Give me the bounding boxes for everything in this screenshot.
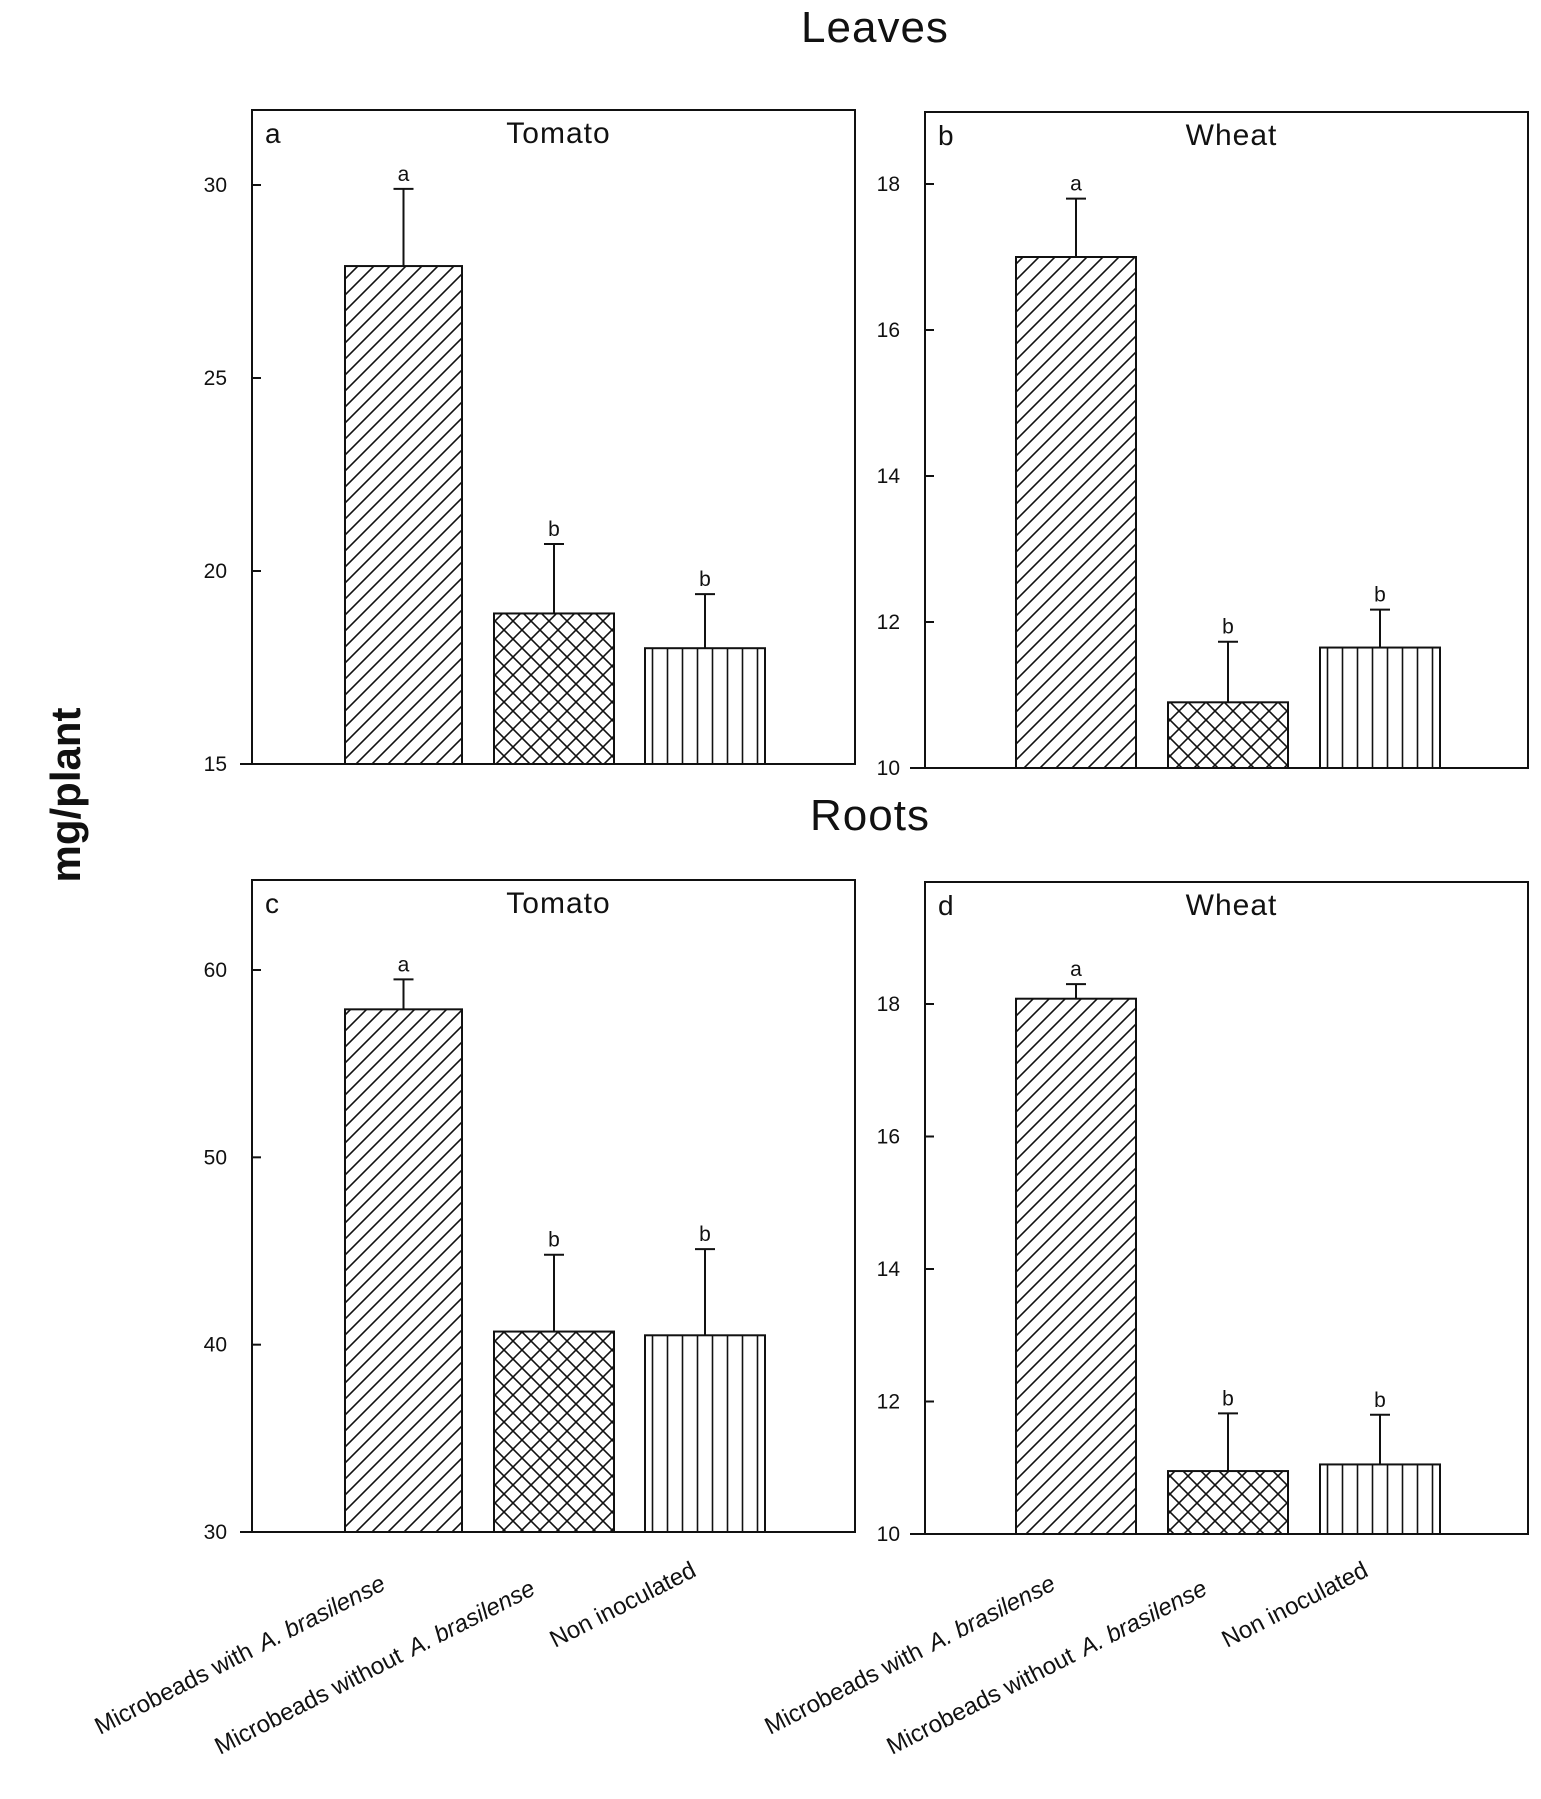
category-label-without: Microbeads withoutA. brasilense [882, 1575, 1211, 1760]
y-tick-label: 16 [877, 1126, 900, 1149]
roots-row-title: Roots [810, 791, 930, 840]
y-tick-label: 30 [204, 1521, 227, 1544]
panel-title: Tomato [506, 887, 610, 920]
panel-letter: c [265, 888, 279, 919]
panel-letter: b [938, 120, 954, 151]
panel-letter: a [265, 118, 281, 149]
y-tick-label: 12 [877, 611, 900, 634]
category-label-with-part2: A. brasilense [252, 1570, 390, 1658]
bar [344, 1008, 463, 1533]
y-tick-label: 18 [877, 173, 900, 196]
category-label-non: Non inoculated [1217, 1557, 1372, 1654]
category-label-with-part2: A. brasilense [922, 1570, 1060, 1658]
category-label-with-part1: Microbeads with [760, 1638, 927, 1741]
y-tick-label: 14 [877, 465, 901, 488]
category-labels-right: Microbeads withA. brasilense Microbeads … [760, 1557, 1372, 1761]
y-tick-label: 18 [877, 993, 900, 1016]
significance-label: a [398, 163, 410, 186]
y-tick-label: 15 [204, 753, 227, 776]
panel-c-tomato-roots: c Tomato 30 40 50 60 a b b [204, 879, 856, 1544]
panel-letter: d [938, 890, 954, 921]
significance-label: b [548, 518, 560, 541]
significance-label: b [1374, 584, 1386, 607]
y-tick-label: 60 [204, 959, 227, 982]
panel-a-tomato-leaves: a Tomato 15 20 25 30 a b b [204, 109, 856, 776]
panel-title: Wheat [1186, 119, 1278, 152]
y-tick-label: 40 [204, 1334, 227, 1357]
panel-title: Wheat [1186, 889, 1278, 922]
panel-d-wheat-roots: d Wheat 10 12 14 16 18 a b b [877, 881, 1529, 1546]
bar [1319, 646, 1441, 769]
bar [1015, 997, 1137, 1535]
y-tick-label: 14 [877, 1258, 901, 1281]
panel-title: Tomato [506, 117, 610, 150]
significance-label: a [1070, 958, 1082, 981]
category-labels-left: Microbeads withA. brasilense Microbeads … [90, 1557, 700, 1761]
bar [1319, 1463, 1441, 1535]
y-axis-label: mg/plant [42, 707, 89, 882]
y-tick-label: 16 [877, 319, 900, 342]
panel-b-wheat-leaves: b Wheat 10 12 14 16 18 a b b [877, 111, 1529, 780]
bar [1167, 701, 1289, 769]
y-tick-label: 20 [204, 560, 227, 583]
y-tick-label: 10 [877, 757, 900, 780]
y-tick-label: 10 [877, 1523, 900, 1546]
category-label-non: Non inoculated [545, 1557, 700, 1654]
significance-label: a [398, 953, 410, 976]
bar [644, 1334, 766, 1534]
significance-label: b [699, 568, 711, 591]
significance-label: b [1374, 1389, 1386, 1412]
bar [493, 612, 615, 766]
bar [344, 265, 463, 765]
category-label-without-part2: A. brasilense [402, 1575, 540, 1663]
leaves-row-title: Leaves [801, 3, 949, 52]
category-label-with: Microbeads withA. brasilense [90, 1570, 389, 1740]
category-label-without: Microbeads withoutA. brasilense [210, 1575, 539, 1760]
y-tick-label: 12 [877, 1391, 900, 1414]
y-tick-label: 30 [204, 174, 227, 197]
y-tick-label: 50 [204, 1146, 227, 1169]
bar [1167, 1470, 1289, 1535]
bar [644, 647, 766, 766]
significance-label: a [1070, 173, 1082, 196]
y-tick-label: 25 [204, 367, 227, 390]
bar [1015, 256, 1137, 769]
category-label-without-part2: A. brasilense [1074, 1575, 1212, 1663]
category-label-with: Microbeads withA. brasilense [760, 1570, 1059, 1740]
significance-label: b [1222, 616, 1234, 639]
significance-label: b [699, 1223, 711, 1246]
significance-label: b [1222, 1387, 1234, 1410]
bar [493, 1330, 615, 1534]
significance-label: b [548, 1229, 560, 1252]
